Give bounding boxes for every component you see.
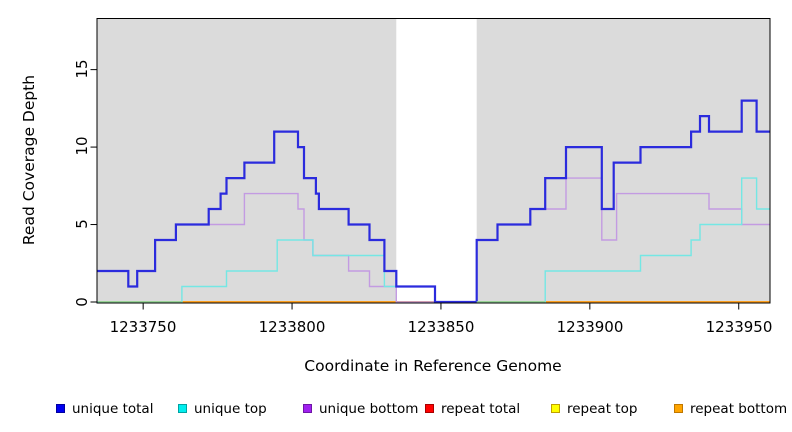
- x-tick-label-1233900: 1233900: [556, 318, 624, 336]
- plot-border: [96, 18, 771, 304]
- legend-item-unique-bottom: unique bottom: [303, 401, 418, 417]
- unique-bottom-swatch-icon: [303, 404, 312, 413]
- legend-label: repeat total: [441, 401, 521, 417]
- legend-label: unique bottom: [319, 401, 419, 417]
- y-axis-title: Read Coverage Depth: [20, 74, 38, 246]
- series-unique-total: [97, 99, 770, 304]
- legend-label: unique top: [194, 401, 267, 417]
- legend-item-repeat-top: repeat top: [551, 401, 637, 417]
- x-tick-label-1233950: 1233950: [705, 318, 773, 336]
- legend-item-unique-total: unique total: [56, 401, 153, 417]
- unique-total-swatch-icon: [56, 404, 65, 413]
- x-tick-label-1233800: 1233800: [258, 318, 326, 336]
- y-tick-label-15: 15: [73, 59, 91, 79]
- unique-top-swatch-icon: [178, 404, 187, 413]
- legend-item-repeat-bottom: repeat bottom: [674, 401, 787, 417]
- masked-region: [396, 19, 477, 303]
- x-axis-title: Coordinate in Reference Genome: [304, 357, 562, 375]
- y-tick-label-5: 5: [73, 219, 91, 229]
- y-tick-label-10: 10: [73, 136, 91, 156]
- x-tick-label-1233750: 1233750: [109, 318, 177, 336]
- legend-label: repeat bottom: [690, 401, 788, 417]
- legend-label: unique total: [72, 401, 154, 417]
- repeat-total-swatch-icon: [425, 404, 434, 413]
- x-tick-label-1233850: 1233850: [407, 318, 475, 336]
- legend-label: repeat top: [567, 401, 638, 417]
- repeat-bottom-swatch-icon: [674, 404, 683, 413]
- repeat-top-swatch-icon: [551, 404, 560, 413]
- legend-item-repeat-total: repeat total: [425, 401, 520, 417]
- y-tick-label-0: 0: [73, 297, 91, 307]
- legend-item-unique-top: unique top: [178, 401, 267, 417]
